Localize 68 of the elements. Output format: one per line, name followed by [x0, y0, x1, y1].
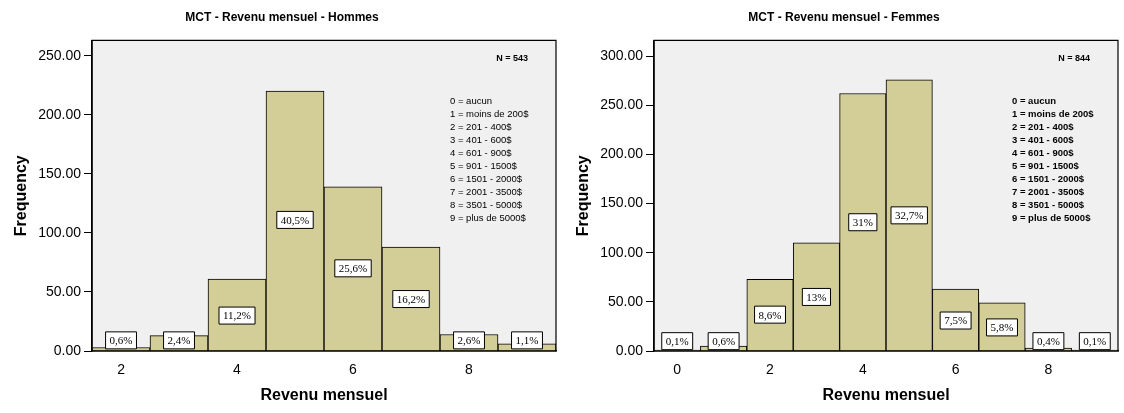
chart-title: MCT - Revenu mensuel - Hommes	[185, 9, 380, 24]
annotation: 0,6%	[109, 334, 133, 347]
annotation: 3 = 401 - 600$	[450, 133, 513, 145]
annotation: 7 = 2001 - 3500$	[1012, 185, 1085, 197]
y-axis-title: Frequency	[574, 155, 592, 237]
annotation: 5,8%	[990, 321, 1014, 334]
annotation: 6 = 1501 - 2000$	[450, 172, 523, 184]
annotation: 0 = aucun	[1012, 94, 1057, 106]
annotation: 4 = 601 - 900$	[450, 146, 513, 158]
annotation: 40,5%	[280, 213, 310, 226]
annotation: N = 844	[1058, 53, 1090, 64]
annotation: 8,6%	[758, 308, 782, 321]
y-tick-label: 100.00	[600, 243, 644, 260]
annotation: 0,4%	[1036, 335, 1060, 348]
x-tick-label: 4	[233, 361, 242, 378]
y-tick-label: 150.00	[38, 164, 82, 181]
y-tick-label: 0.00	[615, 341, 644, 358]
annotation: 0,1%	[665, 335, 689, 348]
y-tick-label: 50.00	[45, 282, 82, 299]
x-tick-label: 2	[766, 361, 775, 378]
x-tick-label: 6	[349, 361, 358, 378]
annotation: 8 = 3501 - 5000$	[1012, 198, 1085, 210]
annotation: 0,6%	[712, 335, 736, 348]
y-tick-label: 250.00	[38, 46, 82, 63]
x-axis-title: Revenu mensuel	[260, 385, 388, 403]
annotation: 32,7%	[895, 209, 924, 222]
annotation: 9 = plus de 5000$	[1012, 211, 1092, 223]
y-tick-label: 200.00	[38, 105, 82, 122]
y-tick-label: 250.00	[600, 96, 644, 113]
x-tick-label: 8	[465, 361, 474, 378]
annotation: 0 = aucun	[450, 94, 492, 106]
annotation: 31%	[852, 216, 873, 229]
annotation: 9 = plus de 5000$	[450, 211, 527, 223]
annotation: N = 543	[496, 53, 528, 64]
annotation: 2,6%	[457, 334, 481, 347]
annotation: 16,2%	[396, 292, 426, 305]
annotation: 8 = 3501 - 5000$	[450, 198, 523, 210]
annotation: 7 = 2001 - 3500$	[450, 185, 523, 197]
annotation: 2 = 201 - 400$	[450, 120, 513, 132]
x-tick-label: 2	[117, 361, 126, 378]
annotation: 5 = 901 - 1500$	[1012, 159, 1080, 171]
y-tick-label: 0.00	[53, 341, 82, 358]
y-tick-label: 300.00	[600, 46, 644, 63]
annotation: 25,6%	[338, 262, 368, 275]
x-tick-label: 6	[951, 361, 960, 378]
annotation: 2,4%	[167, 334, 191, 347]
y-axis-title: Frequency	[12, 155, 30, 237]
y-tick-label: 50.00	[607, 292, 644, 309]
annotation: 3 = 401 - 600$	[1012, 133, 1075, 145]
annotation: 2 = 201 - 400$	[1012, 120, 1075, 132]
annotation: 4 = 601 - 900$	[1012, 146, 1075, 158]
y-tick-label: 100.00	[38, 223, 82, 240]
annotation: 11,2%	[223, 309, 252, 322]
annotation: 1 = moins de 200$	[450, 107, 530, 119]
annotation: 5 = 901 - 1500$	[450, 159, 518, 171]
y-tick-label: 200.00	[600, 145, 644, 162]
x-tick-label: 0	[673, 361, 682, 378]
annotation: 13%	[806, 290, 827, 303]
annotation: 1 = moins de 200$	[1012, 107, 1095, 119]
x-tick-label: 4	[858, 361, 867, 378]
y-tick-label: 150.00	[600, 194, 644, 211]
chart-title: MCT - Revenu mensuel - Femmes	[748, 9, 941, 24]
annotation: 0,1%	[1083, 335, 1107, 348]
annotation: 7,5%	[944, 314, 968, 327]
x-tick-label: 8	[1044, 361, 1053, 378]
x-axis-title: Revenu mensuel	[822, 385, 950, 403]
annotation: 6 = 1501 - 2000$	[1012, 172, 1085, 184]
annotation: 1,1%	[515, 334, 539, 347]
